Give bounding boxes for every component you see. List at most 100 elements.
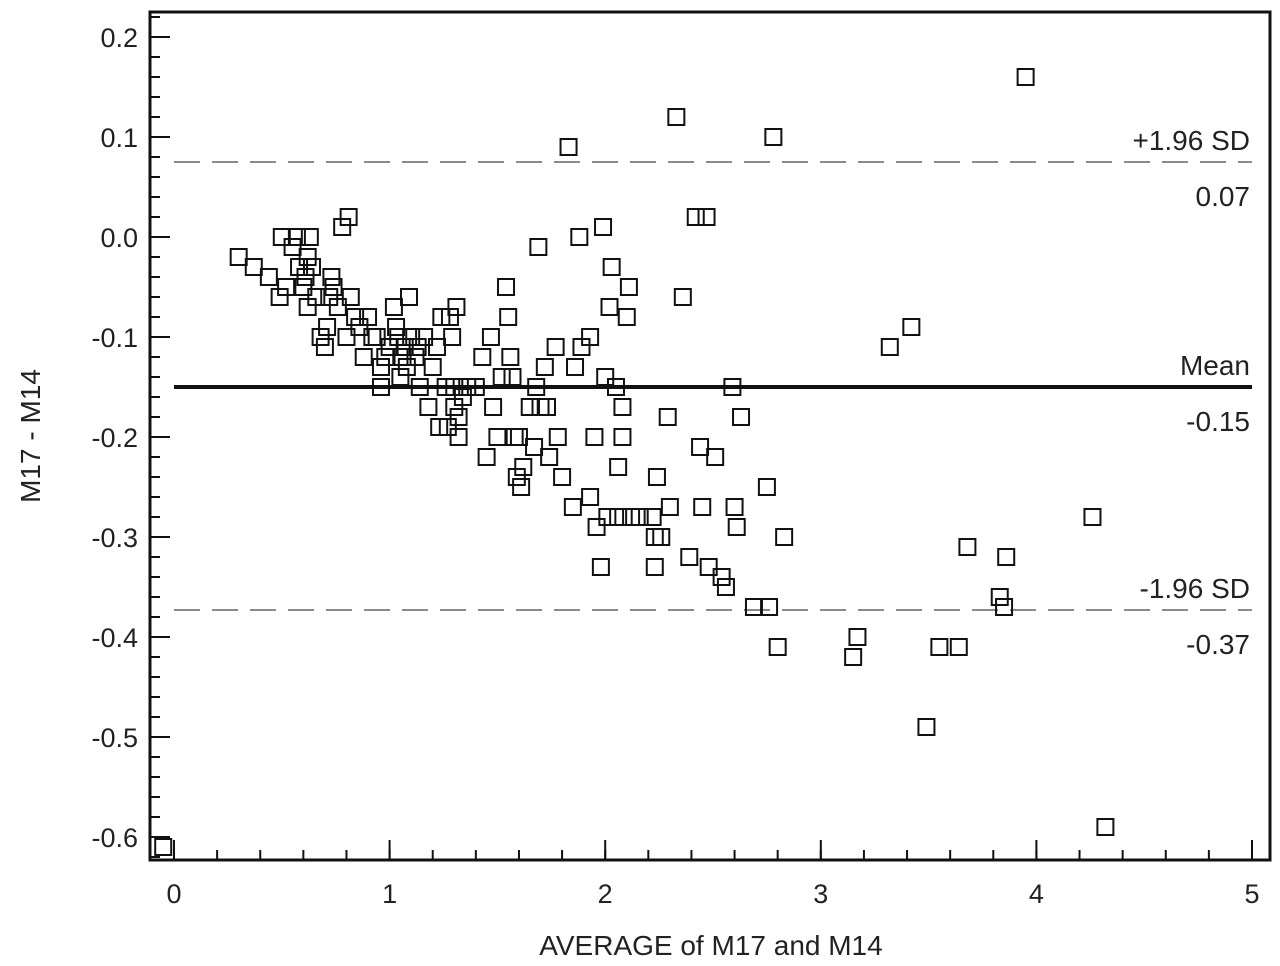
data-point bbox=[371, 358, 390, 376]
data-point bbox=[613, 398, 632, 416]
data-point bbox=[428, 338, 447, 356]
data-point bbox=[949, 638, 968, 656]
y-tick-label: -0.5 bbox=[91, 723, 138, 753]
data-point bbox=[259, 268, 278, 286]
data-point bbox=[509, 428, 528, 446]
data-point bbox=[438, 418, 457, 436]
data-point bbox=[477, 448, 496, 466]
data-point bbox=[497, 278, 516, 296]
data-point bbox=[244, 258, 263, 276]
data-point bbox=[1016, 68, 1035, 86]
data-point bbox=[775, 528, 794, 546]
data-point bbox=[570, 228, 589, 246]
data-point bbox=[307, 288, 326, 306]
data-point bbox=[315, 338, 334, 356]
data-point bbox=[606, 378, 625, 396]
data-point bbox=[598, 508, 617, 526]
data-point bbox=[585, 428, 604, 446]
data-point bbox=[764, 128, 783, 146]
data-point bbox=[322, 268, 341, 286]
data-point bbox=[449, 408, 468, 426]
data-point bbox=[277, 278, 296, 296]
y-tick-labels: 0.2 0.1 0.0 -0.1 -0.2 -0.3 -0.4 -0.5 -0.6 bbox=[91, 23, 138, 853]
data-point bbox=[848, 628, 867, 646]
data-point bbox=[453, 388, 472, 406]
data-point bbox=[341, 288, 360, 306]
data-point bbox=[302, 258, 321, 276]
x-axis-title: AVERAGE of M17 and M14 bbox=[539, 930, 882, 961]
data-point bbox=[419, 398, 438, 416]
data-point bbox=[540, 448, 559, 466]
data-point bbox=[318, 318, 337, 336]
mean-label: Mean bbox=[1180, 350, 1250, 381]
data-point bbox=[880, 338, 899, 356]
data-point bbox=[402, 328, 421, 346]
x-tick-label: 3 bbox=[813, 879, 828, 909]
data-point bbox=[503, 368, 522, 386]
x-tick-labels: 0 1 2 3 4 5 bbox=[166, 879, 1259, 909]
y-tick-label: 0.2 bbox=[100, 23, 138, 53]
y-tick-label: -0.3 bbox=[91, 523, 138, 553]
data-point bbox=[488, 428, 507, 446]
data-point bbox=[333, 218, 352, 236]
data-point bbox=[391, 368, 410, 386]
data-point bbox=[298, 248, 317, 266]
data-point bbox=[512, 478, 531, 496]
data-point bbox=[481, 328, 500, 346]
data-point bbox=[699, 558, 718, 576]
data-point bbox=[415, 328, 434, 346]
data-point bbox=[587, 518, 606, 536]
data-point bbox=[563, 498, 582, 516]
data-point bbox=[630, 508, 649, 526]
data-point bbox=[410, 378, 429, 396]
reference-lines bbox=[174, 161, 1252, 611]
data-point bbox=[658, 408, 677, 426]
y-tick-label: -0.2 bbox=[91, 423, 138, 453]
upper-limit-value: 0.07 bbox=[1196, 181, 1251, 212]
y-axis-title: M17 - M14 bbox=[15, 369, 46, 503]
data-point bbox=[594, 218, 613, 236]
data-point bbox=[917, 718, 936, 736]
data-point bbox=[609, 458, 628, 476]
data-point bbox=[395, 338, 414, 356]
data-point bbox=[367, 328, 386, 346]
data-point bbox=[443, 328, 462, 346]
data-point bbox=[270, 288, 289, 306]
data-point bbox=[990, 588, 1009, 606]
lower-limit-value: -0.37 bbox=[1186, 629, 1250, 660]
data-point bbox=[645, 558, 664, 576]
data-point bbox=[354, 348, 373, 366]
data-point bbox=[484, 398, 503, 416]
data-point bbox=[529, 238, 548, 256]
reference-labels: +1.96 SD 0.07 Mean -0.15 -1.96 SD -0.37 bbox=[1132, 125, 1250, 660]
data-point bbox=[958, 538, 977, 556]
data-point bbox=[406, 348, 425, 366]
data-point bbox=[449, 428, 468, 446]
upper-limit-label: +1.96 SD bbox=[1132, 125, 1250, 156]
data-point bbox=[673, 288, 692, 306]
data-point bbox=[613, 428, 632, 446]
data-point bbox=[546, 338, 565, 356]
x-tick-label: 1 bbox=[382, 879, 397, 909]
data-point bbox=[371, 378, 390, 396]
data-point bbox=[466, 378, 485, 396]
data-point bbox=[647, 468, 666, 486]
data-point bbox=[691, 438, 710, 456]
data-point bbox=[384, 298, 403, 316]
data-point bbox=[447, 298, 466, 316]
y-tick-label: 0.1 bbox=[100, 123, 138, 153]
data-point bbox=[400, 288, 419, 306]
data-point bbox=[768, 638, 787, 656]
data-point bbox=[581, 328, 600, 346]
data-point bbox=[473, 348, 492, 366]
data-point bbox=[507, 468, 526, 486]
plot-frame bbox=[148, 10, 1272, 862]
data-point bbox=[389, 328, 408, 346]
data-point bbox=[619, 278, 638, 296]
data-point bbox=[294, 278, 313, 296]
data-point bbox=[732, 408, 751, 426]
data-point bbox=[660, 498, 679, 516]
data-point bbox=[376, 348, 395, 366]
data-point bbox=[617, 308, 636, 326]
